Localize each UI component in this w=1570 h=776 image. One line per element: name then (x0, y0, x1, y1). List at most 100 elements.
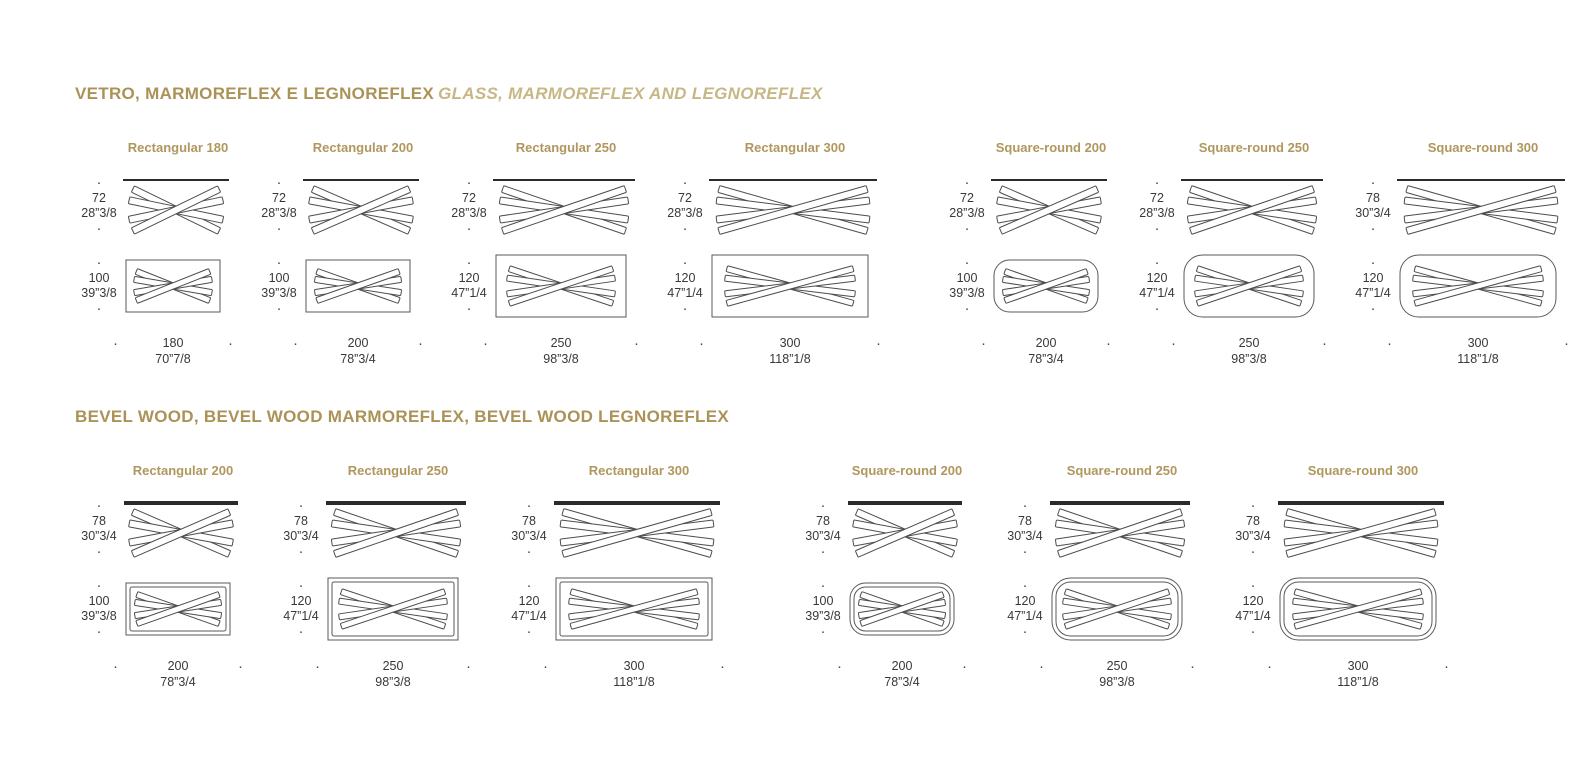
top-view-region: · 100 39”3/8 · (799, 566, 967, 652)
height-dimension: · 72 28”3/8 · (445, 175, 493, 237)
top-view-wrap (847, 580, 957, 638)
dimension-cm: 300 (623, 659, 645, 673)
table-top-view-drawing (849, 582, 955, 636)
tick-dot: · (1250, 496, 1256, 514)
dimension-inch: 47”1/4 (1235, 609, 1271, 623)
tick-dot: · (720, 658, 725, 675)
dimension-cm: 250 (1238, 336, 1260, 350)
top-view-region: · 120 47”1/4 · (277, 566, 471, 652)
tick-dot: · (526, 623, 532, 641)
tick-dot: · (276, 220, 282, 238)
tick-dot: · (466, 253, 472, 271)
top-view-wrap (325, 575, 461, 643)
dimension-inch: 39”3/8 (261, 286, 297, 300)
length-values: 200 78”3/4 (986, 335, 1106, 367)
width-dimension: · 100 39”3/8 · (943, 253, 991, 318)
tick-dot: · (964, 253, 970, 271)
side-view-region: · 78 30”3/4 · (1229, 492, 1449, 566)
table-side-view-drawing (124, 501, 238, 558)
table-side-view-drawing (709, 179, 877, 235)
length-dimension: · 300 118”1/8 · (543, 658, 725, 690)
dimension-cm: 120 (290, 593, 312, 608)
table-top-view-drawing (711, 254, 869, 318)
dimension-inch: 78”3/4 (160, 675, 196, 689)
columns-row: Rectangular 200 · 78 30”3/4 · · 100 39”3/8 · · 200… (75, 463, 1570, 690)
column-label: Rectangular 200 (132, 463, 234, 478)
dimension-cm: 120 (1242, 593, 1264, 608)
tick-dot: · (1370, 220, 1376, 238)
table-top-view-drawing (1051, 577, 1183, 641)
tick-dot: · (699, 335, 704, 352)
table-side-view-drawing (1397, 179, 1565, 235)
tick-dot: · (466, 658, 471, 675)
tick-dot: · (1370, 300, 1376, 318)
side-view-wrap (325, 497, 467, 561)
side-view-wrap (709, 174, 877, 238)
height-dimension: · 78 30”3/4 · (277, 498, 325, 560)
tick-dot: · (1190, 658, 1195, 675)
tick-dot: · (1171, 335, 1176, 352)
dimension-cm: 78 (816, 513, 830, 528)
tick-dot: · (526, 543, 532, 561)
tick-dot: · (964, 300, 970, 318)
height-dimension: · 78 30”3/4 · (1349, 175, 1397, 238)
dimension-cm: 300 (1467, 336, 1489, 350)
table-side-view-drawing (493, 179, 635, 235)
column-label: Square-round 200 (995, 140, 1107, 155)
dimension-cm: 78 (1018, 513, 1032, 528)
width-dimension: · 100 39”3/8 · (255, 255, 303, 317)
table-top-view-drawing (1399, 254, 1557, 318)
dimension-inch: 39”3/8 (805, 609, 841, 623)
tick-dot: · (1022, 543, 1028, 561)
tick-dot: · (981, 335, 986, 352)
table-column: Rectangular 250 · 78 30”3/4 · · 120 47”1/4 · · 250… (277, 463, 471, 690)
dimension-inch: 118”1/8 (1457, 352, 1499, 366)
tick-dot: · (96, 576, 102, 594)
dimension-inch: 47”1/4 (283, 609, 319, 623)
dimension-inch: 98”3/8 (1231, 352, 1267, 366)
tick-dot: · (96, 300, 102, 318)
dimension-cm: 200 (347, 336, 369, 350)
table-side-view-drawing (848, 501, 962, 558)
top-view-wrap (709, 252, 871, 320)
dimension-inch: 47”1/4 (1007, 609, 1043, 623)
dimension-inch: 28”3/8 (81, 206, 117, 220)
table-side-view-drawing (991, 179, 1107, 235)
height-dimension: · 72 28”3/8 · (1133, 175, 1181, 238)
tick-dot: · (1039, 658, 1044, 675)
top-view-region: · 100 39”3/8 · (943, 243, 1111, 329)
dimension-cm: 72 (678, 190, 692, 205)
table-column: Square-round 300 · 78 30”3/4 · · 120 47”1/4 · · 30… (1229, 463, 1449, 690)
table-side-view-drawing (303, 179, 419, 235)
tick-dot: · (1564, 335, 1569, 352)
tick-dot: · (1154, 253, 1160, 271)
dimension-inch: 28”3/8 (451, 206, 487, 220)
width-dimension: · 120 47”1/4 · (1349, 255, 1397, 318)
tick-dot: · (1154, 220, 1160, 238)
column-label: Rectangular 300 (588, 463, 690, 478)
side-view-region: · 72 28”3/8 · (255, 169, 423, 243)
dimension-cm: 300 (1347, 659, 1369, 673)
width-dimension: · 100 39”3/8 · (799, 578, 847, 640)
tick-dot: · (964, 173, 970, 191)
tick-dot: · (228, 335, 233, 352)
length-values: 200 78”3/4 (298, 335, 418, 367)
tick-dot: · (682, 220, 688, 238)
side-view-wrap (123, 174, 229, 238)
dimension-inch: 98”3/8 (543, 352, 579, 366)
length-dimension: · 250 98”3/8 · (1171, 335, 1327, 367)
length-dimension: · 300 118”1/8 · (1387, 335, 1569, 367)
height-dimension: · 78 30”3/4 · (1229, 496, 1277, 560)
table-top-view-drawing (125, 582, 231, 636)
tick-dot: · (96, 623, 102, 641)
width-dimension: · 120 47”1/4 · (277, 578, 325, 640)
side-view-wrap (847, 497, 963, 561)
length-dimension: · 200 78”3/4 · (113, 658, 243, 690)
tick-dot: · (876, 335, 881, 352)
height-dimension: · 72 28”3/8 · (75, 175, 123, 237)
dimension-cm: 100 (812, 593, 834, 608)
side-view-region: · 72 28”3/8 · (75, 169, 233, 243)
top-view-region: · 120 47”1/4 · (1001, 566, 1195, 652)
dimension-cm: 72 (272, 190, 286, 205)
